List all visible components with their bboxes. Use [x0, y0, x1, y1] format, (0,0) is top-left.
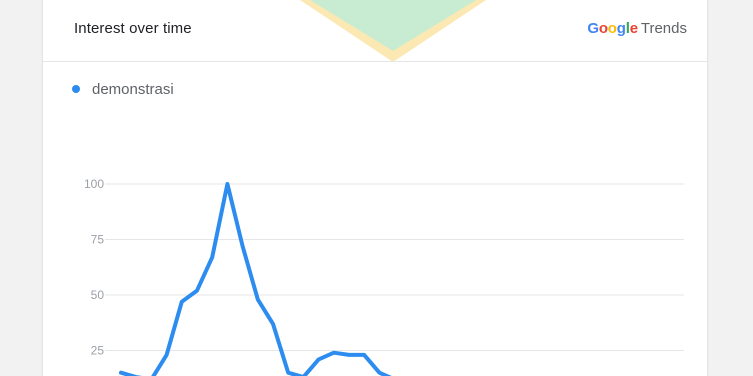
- card-title: Interest over time: [74, 20, 192, 37]
- data-point-1[interactable]: [131, 372, 141, 376]
- series-line-0[interactable]: [119, 182, 395, 376]
- data-point-6[interactable]: [207, 252, 217, 262]
- google-letter-4: l: [625, 20, 630, 37]
- data-point-11[interactable]: [283, 368, 293, 376]
- google-letter-2: o: [607, 20, 617, 37]
- data-point-4[interactable]: [177, 297, 187, 307]
- header-decoration: [300, 0, 486, 62]
- data-point-14[interactable]: [329, 348, 339, 358]
- data-point-10[interactable]: [268, 319, 278, 329]
- card-header: Interest over time Google Trends: [43, 0, 707, 62]
- y-tick-label: 25: [91, 344, 105, 358]
- legend-label[interactable]: demonstrasi: [92, 80, 174, 98]
- google-letter-0: G: [587, 20, 599, 37]
- google-letter-1: o: [598, 20, 608, 37]
- data-point-3[interactable]: [162, 350, 172, 360]
- y-tick-label: 50: [91, 288, 105, 302]
- chart-legend: demonstrasi: [72, 79, 174, 99]
- legend-marker-icon: [72, 85, 80, 93]
- decoration-triangle: [310, 0, 476, 51]
- data-point-7[interactable]: [222, 179, 232, 189]
- interest-over-time-card: Interest over time Google Trends demonstr…: [43, 0, 707, 376]
- trends-label: Trends: [640, 20, 687, 37]
- google-wordmark: Google: [587, 20, 638, 37]
- y-tick-label: 100: [84, 177, 104, 191]
- google-letter-5: e: [629, 20, 638, 37]
- data-point-0[interactable]: [116, 368, 126, 376]
- data-point-9[interactable]: [253, 294, 263, 304]
- data-point-8[interactable]: [238, 241, 248, 251]
- data-point-15[interactable]: [344, 350, 354, 360]
- line-chart[interactable]: 25 50 75 100: [43, 0, 707, 376]
- data-point-13[interactable]: [314, 354, 324, 364]
- data-point-16[interactable]: [359, 350, 369, 360]
- y-tick-label: 75: [91, 233, 105, 247]
- data-point-5[interactable]: [192, 286, 202, 296]
- google-trends-logo[interactable]: Google Trends: [587, 20, 687, 37]
- google-letter-3: g: [616, 20, 626, 37]
